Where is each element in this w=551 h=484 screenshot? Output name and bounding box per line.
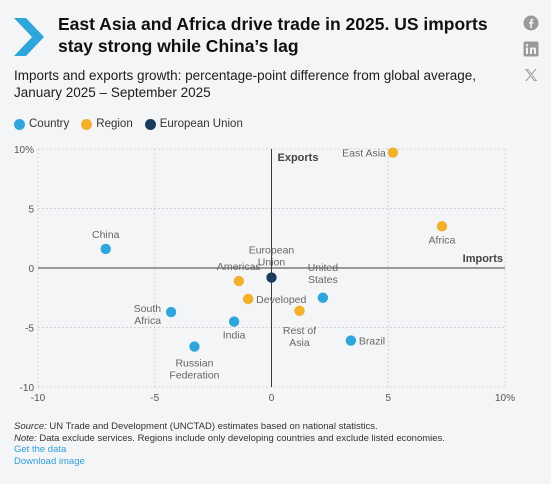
point-east-asia bbox=[388, 147, 398, 157]
note-text: Data exclude services. Regions include o… bbox=[39, 433, 445, 444]
point-americas bbox=[234, 276, 244, 286]
point-label-south-africa: South Africa bbox=[134, 303, 162, 327]
download-image-link[interactable]: Download image bbox=[14, 456, 445, 468]
note-line: Note: Data exclude services. Regions inc… bbox=[14, 433, 445, 445]
y-axis-title: Exports bbox=[278, 152, 319, 164]
legend-label: Region bbox=[96, 118, 132, 130]
legend: Country Region European Union bbox=[14, 118, 243, 130]
x-axis-title: Imports bbox=[463, 253, 503, 265]
point-russian-federation bbox=[189, 341, 199, 351]
chart-title: East Asia and Africa drive trade in 2025… bbox=[58, 13, 488, 57]
legend-label: European Union bbox=[160, 118, 243, 130]
point-label-china: China bbox=[92, 229, 120, 241]
footer: Source: UN Trade and Development (UNCTAD… bbox=[14, 421, 445, 467]
x-tick-label: -5 bbox=[150, 393, 159, 404]
point-africa bbox=[437, 221, 447, 231]
point-developed bbox=[243, 294, 253, 304]
point-label-brazil: Brazil bbox=[359, 336, 385, 348]
legend-swatch-eu bbox=[145, 119, 156, 130]
point-brazil bbox=[346, 335, 356, 345]
legend-swatch-country bbox=[14, 119, 25, 130]
point-rest-of-asia bbox=[294, 306, 304, 316]
y-tick-label: 0 bbox=[28, 264, 34, 275]
point-label-india: India bbox=[223, 330, 246, 342]
linkedin-icon[interactable] bbox=[523, 41, 539, 57]
legend-item-region: Region bbox=[81, 118, 132, 130]
chart-subtitle: Imports and exports growth: percentage-p… bbox=[14, 67, 494, 101]
unctad-chevron-logo bbox=[14, 18, 44, 56]
source-line: Source: UN Trade and Development (UNCTAD… bbox=[14, 421, 445, 433]
facebook-icon[interactable] bbox=[523, 15, 539, 31]
x-tick-label: 0 bbox=[269, 393, 275, 404]
point-label-rest-of-asia: Rest of Asia bbox=[283, 325, 316, 349]
x-tick-label: 5 bbox=[385, 393, 391, 404]
source-text: UN Trade and Development (UNCTAD) estima… bbox=[49, 421, 377, 432]
point-india bbox=[229, 316, 239, 326]
x-tick-label: -10 bbox=[31, 393, 46, 404]
scatter-chart: 10%50-5-10-10 -5 0 5 10%ExportsImportsChinaS… bbox=[0, 140, 551, 410]
legend-label: Country bbox=[29, 118, 69, 130]
point-label-developed: Developed bbox=[256, 294, 306, 306]
point-south-africa bbox=[166, 307, 176, 317]
point-label-east-asia: East Asia bbox=[342, 148, 386, 160]
point-label-united-states: United States bbox=[308, 262, 339, 286]
point-label-africa: Africa bbox=[429, 234, 456, 246]
point-china bbox=[101, 244, 111, 254]
x-tick-label: 10% bbox=[495, 393, 515, 404]
get-data-link[interactable]: Get the data bbox=[14, 444, 445, 456]
point-european-union bbox=[266, 272, 276, 282]
point-label-americas: Americas bbox=[217, 261, 261, 273]
y-tick-label: 10% bbox=[14, 145, 34, 156]
legend-swatch-region bbox=[81, 119, 92, 130]
source-label: Source: bbox=[14, 421, 47, 432]
y-tick-label: 5 bbox=[28, 205, 34, 216]
point-united-states bbox=[318, 293, 328, 303]
legend-item-country: Country bbox=[14, 118, 69, 130]
y-tick-label: -5 bbox=[25, 324, 34, 335]
legend-item-eu: European Union bbox=[145, 118, 243, 130]
note-label: Note: bbox=[14, 433, 37, 444]
point-label-russian-federation: Russian Federation bbox=[169, 358, 219, 382]
x-twitter-icon[interactable] bbox=[523, 67, 539, 83]
